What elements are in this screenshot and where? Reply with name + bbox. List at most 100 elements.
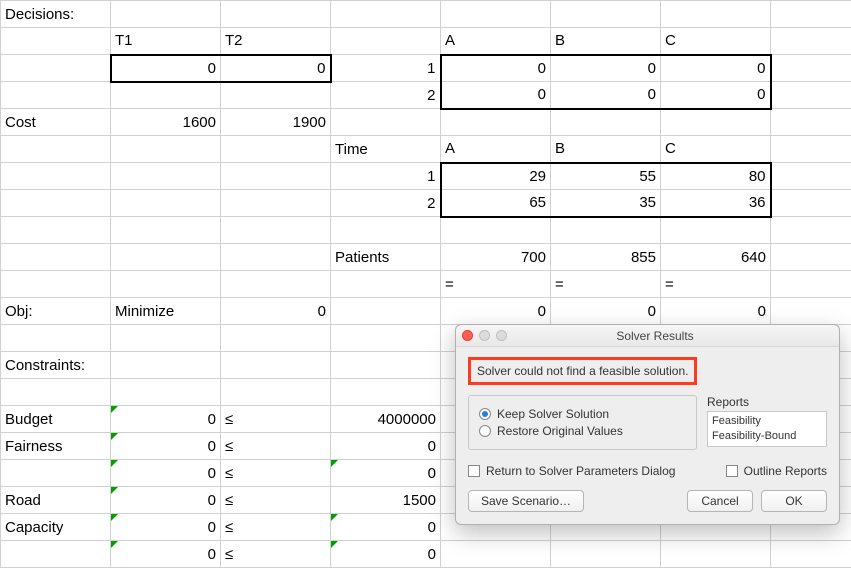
cell-t2-val[interactable]: 0 [221, 55, 331, 82]
dialog-titlebar[interactable]: Solver Results [456, 325, 839, 347]
cell[interactable] [111, 82, 221, 109]
cell[interactable] [221, 163, 331, 190]
cell[interactable] [551, 1, 661, 28]
cell[interactable] [221, 271, 331, 298]
cell-eq-c[interactable]: = [661, 271, 771, 298]
cell-road-lhs[interactable]: 0 [111, 487, 221, 514]
cell[interactable] [111, 217, 221, 244]
ok-button[interactable]: OK [761, 490, 827, 512]
cell[interactable] [111, 352, 221, 379]
cell[interactable] [771, 271, 851, 298]
cell-b-header[interactable]: B [551, 28, 661, 55]
cell-time-b[interactable]: B [551, 136, 661, 163]
cell[interactable] [221, 244, 331, 271]
cell[interactable] [1, 163, 111, 190]
cell-c1[interactable]: 0 [661, 55, 771, 82]
cell[interactable] [221, 82, 331, 109]
cell-budget-rhs[interactable]: 4000000 [331, 406, 441, 433]
cell[interactable] [221, 136, 331, 163]
cell-time-a2[interactable]: 65 [441, 190, 551, 217]
cell[interactable] [221, 325, 331, 352]
cell[interactable] [771, 28, 851, 55]
cell-eq-a[interactable]: = [441, 271, 551, 298]
cell-decisions-label[interactable]: Decisions: [1, 1, 111, 28]
cell[interactable] [331, 28, 441, 55]
cell-minimize[interactable]: Minimize [111, 298, 221, 325]
cell-a2[interactable]: 0 [441, 82, 551, 109]
cell-time-c[interactable]: C [661, 136, 771, 163]
cell[interactable] [661, 1, 771, 28]
cell-time-b1[interactable]: 55 [551, 163, 661, 190]
cell[interactable] [1, 55, 111, 82]
cell-c2[interactable]: 0 [661, 82, 771, 109]
cell[interactable] [771, 109, 851, 136]
cell-patients-c[interactable]: 640 [661, 244, 771, 271]
cell-time-a[interactable]: A [441, 136, 551, 163]
cell-t1-header[interactable]: T1 [111, 28, 221, 55]
cell[interactable] [221, 190, 331, 217]
cell-obj-a[interactable]: 0 [441, 298, 551, 325]
cell-r17-op[interactable]: ≤ [221, 460, 331, 487]
cell-t1-val[interactable]: 0 [111, 55, 221, 82]
cell-budget-lhs[interactable]: 0 [111, 406, 221, 433]
report-item-feasibility-bound[interactable]: Feasibility-Bound [712, 429, 822, 444]
cell[interactable] [331, 379, 441, 406]
cell[interactable] [441, 541, 551, 568]
cell[interactable] [111, 325, 221, 352]
cell[interactable] [111, 271, 221, 298]
cell[interactable] [111, 163, 221, 190]
cell[interactable] [771, 244, 851, 271]
cell-time-label[interactable]: Time [331, 136, 441, 163]
cell[interactable] [1, 271, 111, 298]
reports-list[interactable]: Feasibility Feasibility-Bound [707, 411, 827, 447]
cell[interactable] [1, 244, 111, 271]
cell[interactable] [441, 109, 551, 136]
cell-road-rhs[interactable]: 1500 [331, 487, 441, 514]
cell[interactable] [111, 1, 221, 28]
cell[interactable] [771, 1, 851, 28]
cell[interactable] [1, 460, 111, 487]
cell-row2-label[interactable]: 2 [331, 82, 441, 109]
cell[interactable] [111, 136, 221, 163]
cell-b2[interactable]: 0 [551, 82, 661, 109]
close-icon[interactable] [462, 330, 473, 341]
cell[interactable] [1, 190, 111, 217]
cell-fairness-op[interactable]: ≤ [221, 433, 331, 460]
cell-b1[interactable]: 0 [551, 55, 661, 82]
cell[interactable] [1, 28, 111, 55]
cell[interactable] [661, 541, 771, 568]
cell-capacity-label[interactable]: Capacity [1, 514, 111, 541]
cell-cost-t1[interactable]: 1600 [111, 109, 221, 136]
cell-time-c1[interactable]: 80 [661, 163, 771, 190]
cell-constraints-label[interactable]: Constraints: [1, 352, 111, 379]
cell-patients-label[interactable]: Patients [331, 244, 441, 271]
cell-time-row1[interactable]: 1 [331, 163, 441, 190]
cell-cost-label[interactable]: Cost [1, 109, 111, 136]
cell-patients-a[interactable]: 700 [441, 244, 551, 271]
cell[interactable] [661, 109, 771, 136]
cell[interactable] [221, 1, 331, 28]
cell[interactable] [1, 136, 111, 163]
cell-time-b2[interactable]: 35 [551, 190, 661, 217]
cell[interactable] [771, 55, 851, 82]
cell[interactable] [331, 325, 441, 352]
cell-capacity-op[interactable]: ≤ [221, 514, 331, 541]
cell[interactable] [661, 217, 771, 244]
cell-time-a1[interactable]: 29 [441, 163, 551, 190]
keep-solution-radio[interactable]: Keep Solver Solution [479, 407, 686, 421]
cell-row1-label[interactable]: 1 [331, 55, 441, 82]
cell[interactable] [771, 163, 851, 190]
cell[interactable] [331, 352, 441, 379]
cell-time-c2[interactable]: 36 [661, 190, 771, 217]
cell[interactable] [1, 325, 111, 352]
cell-budget-label[interactable]: Budget [1, 406, 111, 433]
cell-patients-b[interactable]: 855 [551, 244, 661, 271]
save-scenario-button[interactable]: Save Scenario… [468, 490, 584, 512]
cell-obj-b[interactable]: 0 [551, 298, 661, 325]
cell[interactable] [111, 379, 221, 406]
cell[interactable] [331, 271, 441, 298]
cell[interactable] [771, 136, 851, 163]
cell-budget-op[interactable]: ≤ [221, 406, 331, 433]
cell-road-label[interactable]: Road [1, 487, 111, 514]
cell-r20-rhs[interactable]: 0 [331, 541, 441, 568]
